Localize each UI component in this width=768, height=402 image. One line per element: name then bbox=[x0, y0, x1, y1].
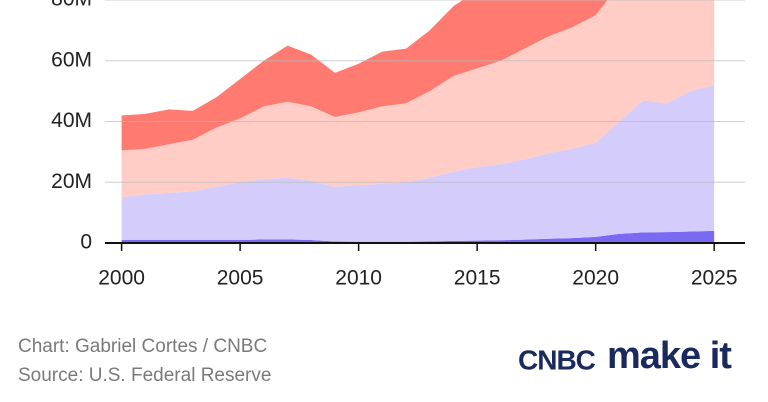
y-tick-label: 80M bbox=[51, 0, 92, 11]
source: Source: U.S. Federal Reserve bbox=[18, 365, 271, 386]
x-tick-label: 2000 bbox=[98, 267, 145, 290]
x-tick-label: 2015 bbox=[454, 267, 501, 290]
logo-text: make it bbox=[607, 335, 732, 377]
credit: Chart: Gabriel Cortes / CNBC bbox=[18, 336, 267, 357]
y-tick-label: 0 bbox=[80, 231, 92, 254]
area bbox=[121, 0, 715, 198]
x-tick-label: 2005 bbox=[217, 267, 264, 290]
x-tick-label: 2020 bbox=[572, 267, 619, 290]
area bbox=[121, 0, 608, 151]
y-tick-label: 60M bbox=[51, 48, 92, 71]
y-tick-label: 40M bbox=[51, 109, 92, 132]
x-tick-label: 2010 bbox=[335, 267, 382, 290]
plot-area bbox=[121, 0, 715, 243]
y-tick-label: 20M bbox=[51, 170, 92, 193]
logo-brand: CNBC bbox=[518, 344, 596, 375]
area bbox=[121, 85, 715, 242]
axes: 0 20M 40M 60M 80M 2000 2005 2010 2015 2020 2025 bbox=[51, 0, 745, 290]
x-tick-label: 2025 bbox=[691, 267, 738, 290]
area bbox=[121, 230, 715, 243]
